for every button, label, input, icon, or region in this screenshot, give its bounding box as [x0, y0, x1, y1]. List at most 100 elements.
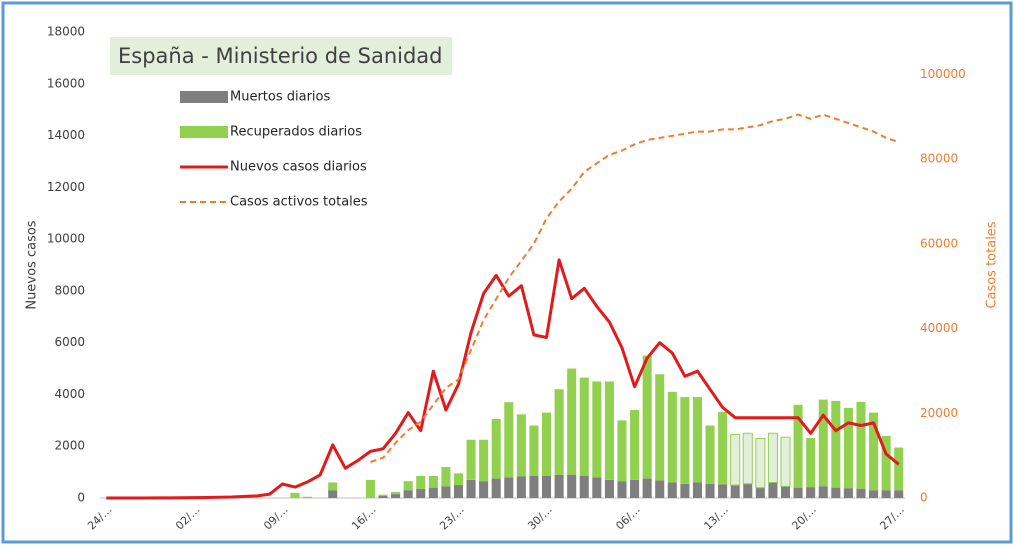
y-tick-label: 8000	[54, 283, 85, 297]
legend-swatch	[180, 91, 228, 103]
bar	[466, 479, 476, 498]
bar	[730, 485, 740, 498]
bar	[642, 355, 652, 479]
bar	[617, 481, 627, 498]
bar	[403, 481, 413, 491]
bar	[416, 488, 426, 498]
bar	[743, 483, 753, 498]
bar	[692, 482, 702, 498]
bar	[655, 480, 665, 498]
legend-label: Muertos diarios	[230, 90, 330, 105]
bar	[491, 478, 501, 498]
bar	[529, 475, 539, 498]
bar	[479, 439, 489, 482]
bar	[869, 412, 879, 491]
y-tick-label: 6000	[54, 335, 85, 349]
y2-tick-label: 80000	[920, 152, 958, 166]
bar	[856, 488, 866, 498]
bar	[504, 402, 514, 478]
y-tick-label: 0	[77, 491, 85, 505]
bar	[365, 479, 375, 498]
bar	[328, 482, 338, 491]
bar	[441, 486, 451, 498]
bar	[554, 474, 564, 498]
bar	[303, 496, 313, 498]
y-tick-label: 10000	[47, 232, 85, 246]
bar	[416, 475, 426, 489]
bar	[881, 490, 891, 498]
bar	[529, 425, 539, 476]
chart-title: España - Ministerio de Sanidad	[118, 44, 443, 68]
bar	[843, 488, 853, 498]
title-box	[110, 37, 452, 75]
y-tick-label: 2000	[54, 439, 85, 453]
bar	[806, 487, 816, 498]
bar	[730, 434, 741, 486]
bar	[894, 490, 904, 498]
legend-label: Recuperados diarios	[230, 125, 362, 140]
bar	[831, 400, 841, 488]
bar	[516, 476, 526, 498]
bar	[604, 381, 614, 480]
bar	[604, 479, 614, 498]
y-tick-label: 14000	[47, 128, 85, 142]
bar	[428, 487, 438, 498]
bar	[806, 437, 816, 488]
bar	[780, 436, 791, 487]
bar	[818, 399, 828, 487]
bar	[630, 409, 640, 480]
bar	[453, 485, 464, 498]
bar	[592, 381, 602, 478]
bar	[767, 432, 778, 483]
bar	[843, 407, 853, 489]
y-tick-label: 4000	[54, 387, 85, 401]
bar	[705, 425, 715, 484]
bar	[466, 439, 476, 480]
y2-tick-label: 60000	[920, 236, 958, 250]
legend-label: Casos activos totales	[230, 195, 368, 210]
bar	[655, 374, 665, 481]
bar	[391, 494, 401, 498]
bar	[642, 478, 652, 498]
bar	[592, 477, 602, 498]
bar	[428, 475, 438, 488]
bar	[667, 391, 677, 483]
bar	[579, 475, 589, 498]
bar	[667, 482, 677, 498]
y2-tick-label: 20000	[920, 406, 958, 420]
bar	[491, 419, 501, 479]
bar	[541, 412, 552, 476]
bar	[328, 490, 338, 498]
bar	[831, 487, 841, 498]
y2-tick-label: 40000	[920, 321, 958, 335]
bar	[680, 397, 690, 484]
series-line	[106, 258, 900, 500]
bar	[718, 412, 728, 485]
series-line	[370, 113, 900, 463]
bar	[290, 492, 300, 498]
bar	[718, 484, 728, 498]
y-tick-label: 16000	[47, 76, 85, 90]
bar	[692, 397, 702, 483]
bar	[441, 466, 451, 487]
bar	[391, 492, 401, 495]
bar	[567, 368, 577, 475]
bar	[378, 494, 388, 496]
bar	[755, 487, 765, 498]
bar	[541, 475, 552, 498]
bar	[403, 490, 413, 498]
bar	[705, 483, 715, 498]
legend-swatch	[180, 126, 228, 138]
y2-axis-label: Casos totales	[985, 221, 1000, 308]
bar	[881, 435, 891, 491]
bar	[780, 486, 791, 498]
bar	[479, 481, 489, 498]
legend-label: Nuevos casos diarios	[230, 160, 367, 175]
bar	[516, 414, 526, 477]
bar	[579, 377, 589, 476]
bar	[894, 447, 904, 491]
y-axis-label: Nuevos casos	[25, 220, 40, 309]
bar	[378, 495, 388, 498]
bar	[742, 432, 753, 485]
